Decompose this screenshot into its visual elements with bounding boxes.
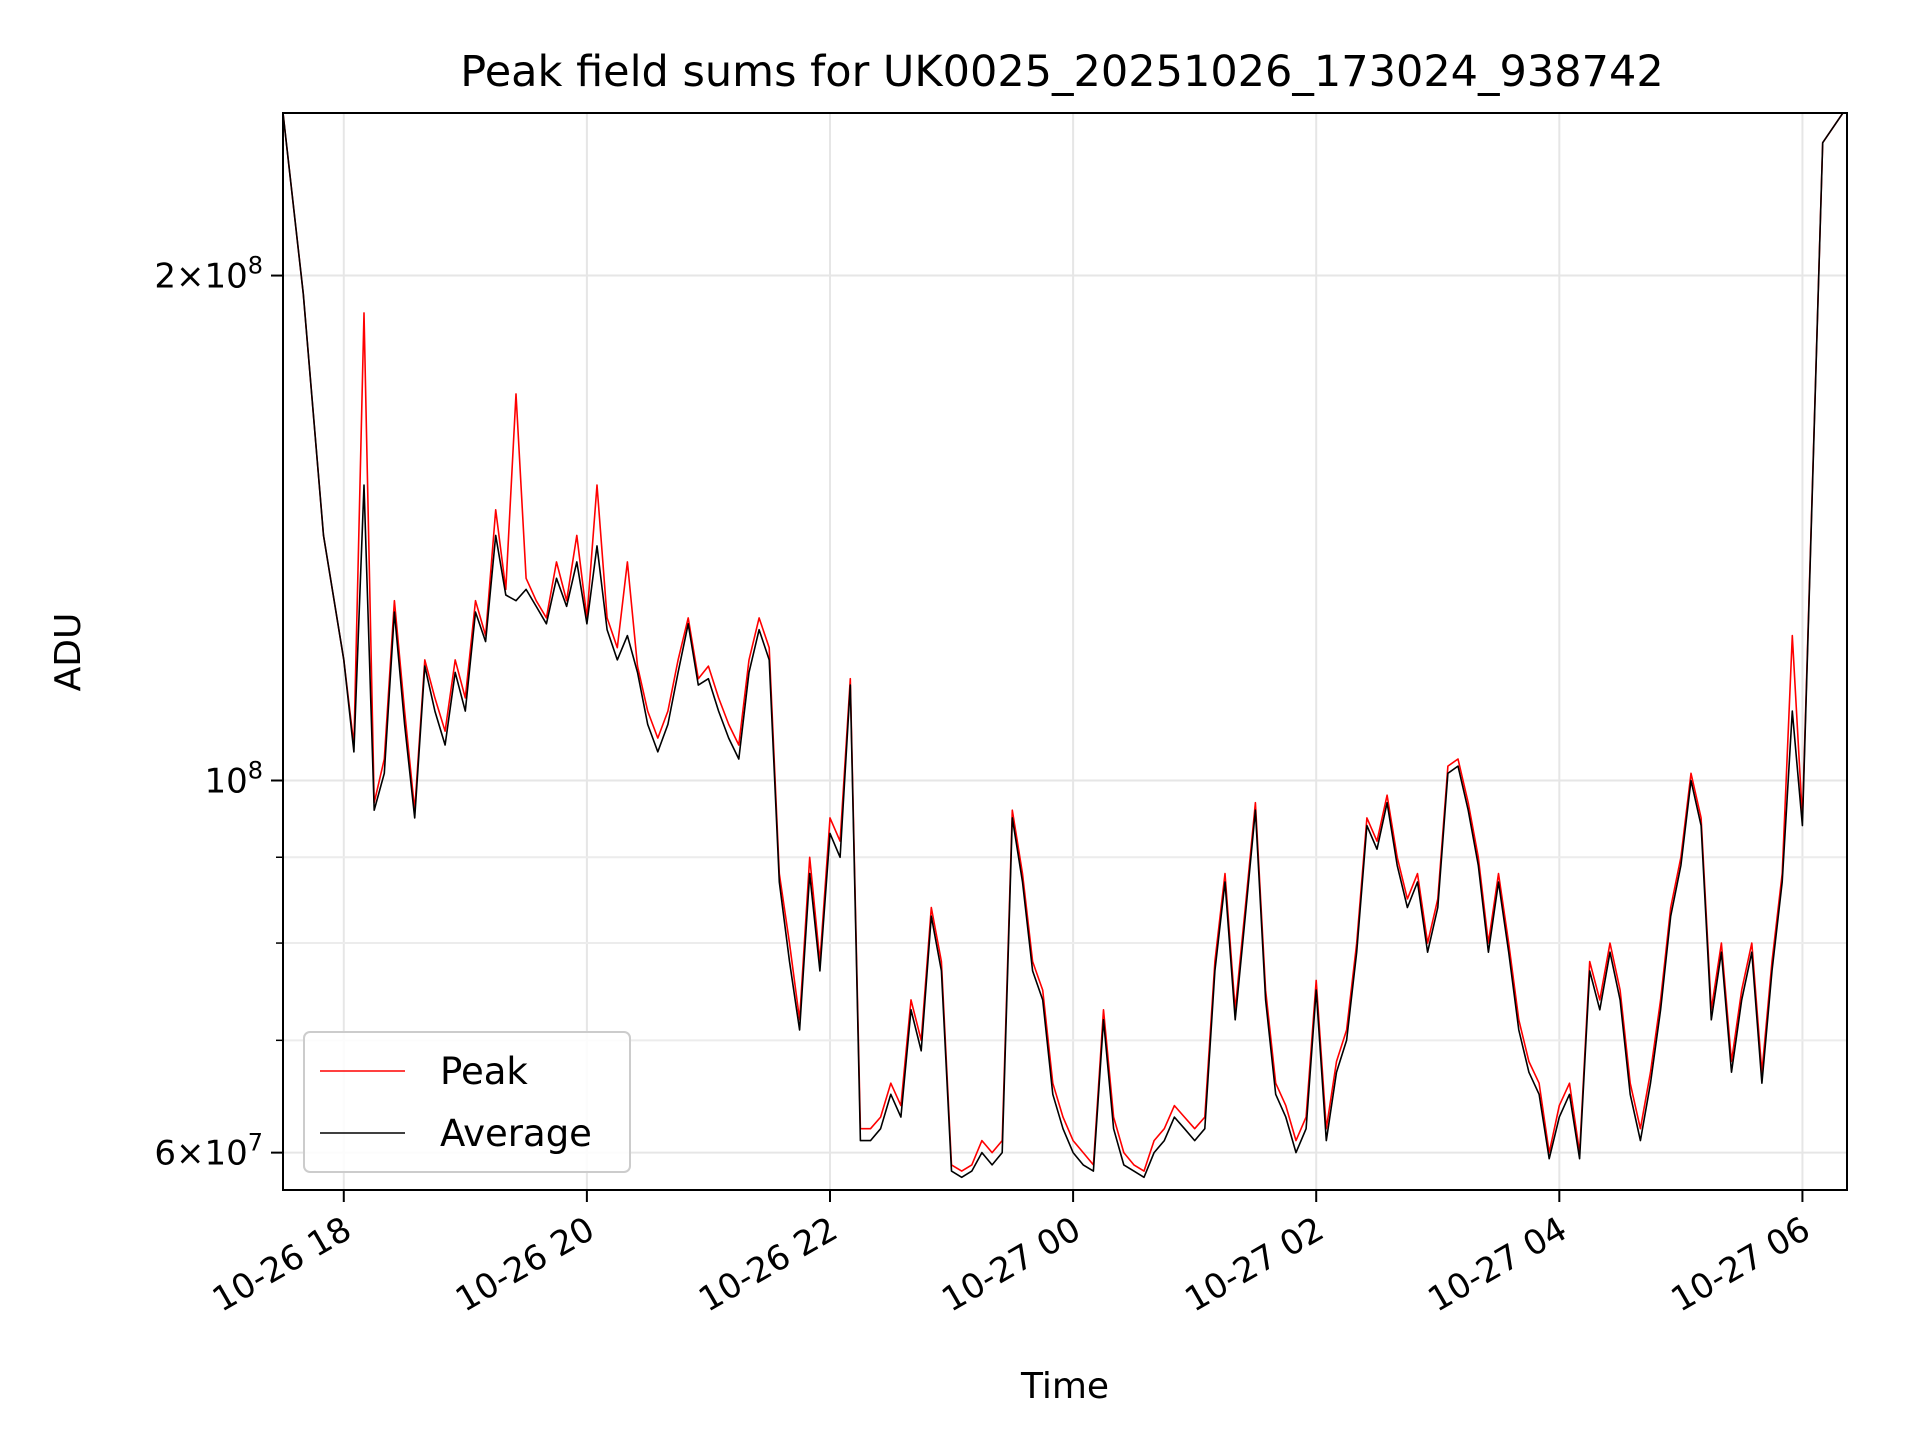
series-line-average — [283, 113, 1844, 1179]
chart-title: Peak field sums for UK0025_20251026_1730… — [460, 47, 1663, 97]
y-axis: 2×108 108 6×107 — [154, 252, 283, 1174]
legend-label-average: Average — [440, 1112, 592, 1155]
series-line-peak — [283, 113, 1844, 1172]
y-tick-label: 6×107 — [154, 1129, 263, 1174]
legend: Peak Average — [303, 1031, 631, 1173]
legend-box — [303, 1031, 631, 1173]
y-tick-label: 108 — [204, 757, 263, 802]
series-layer — [283, 113, 1844, 1179]
y-axis-label: ADU — [48, 613, 89, 692]
plot-frame — [282, 112, 1848, 1191]
x-axis-label: Time — [1020, 1366, 1109, 1407]
legend-label-peak: Peak — [440, 1050, 528, 1093]
y-tick-label: 2×108 — [154, 252, 263, 297]
